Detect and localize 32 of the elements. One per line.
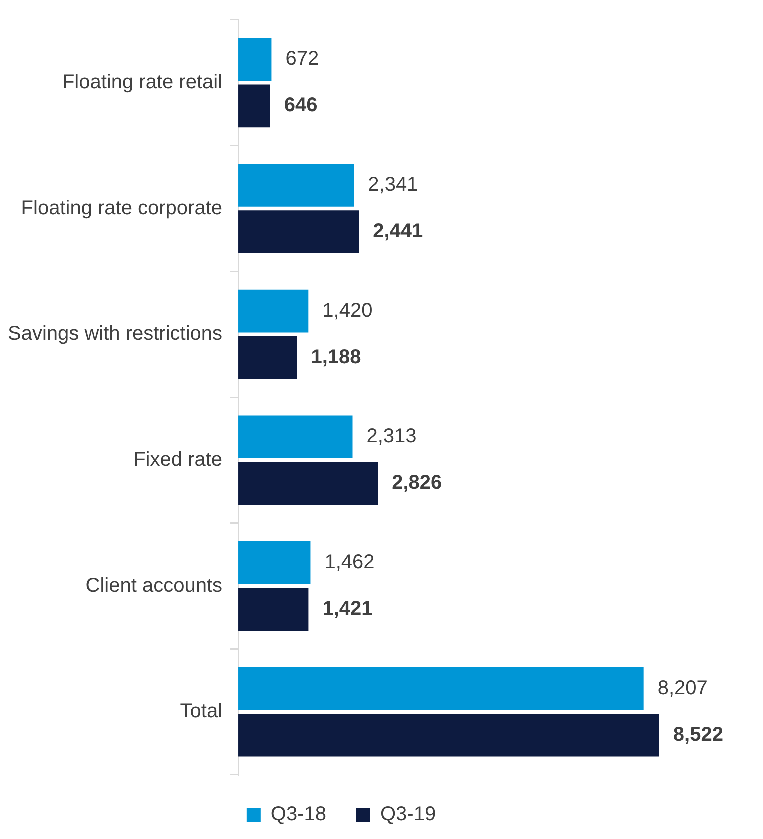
- bar: [238, 38, 272, 82]
- data-label: 8,522: [673, 724, 724, 746]
- y-tick-label: Floating rate retail: [62, 71, 223, 94]
- data-label: 2,341: [368, 174, 418, 196]
- legend-label: Q3-19: [380, 804, 436, 826]
- bar: [238, 290, 309, 333]
- data-label: 2,441: [373, 220, 424, 243]
- bar: [238, 416, 353, 459]
- legend-label: Q3-18: [270, 804, 327, 826]
- bar: [238, 336, 298, 380]
- bar: [238, 542, 311, 584]
- data-label: 1,462: [324, 551, 375, 574]
- data-label: 2,826: [392, 472, 442, 494]
- data-label: 646: [284, 94, 318, 117]
- bar: [238, 667, 644, 710]
- bar: [238, 462, 378, 506]
- data-label: 1,421: [322, 598, 373, 620]
- y-tick-label: Client accounts: [86, 574, 223, 597]
- data-label: 1,420: [322, 300, 373, 322]
- y-tick-label: Floating rate corporate: [21, 197, 223, 220]
- data-label: 672: [286, 48, 320, 70]
- bar: [238, 84, 270, 128]
- data-label: 8,207: [658, 677, 708, 700]
- bar: [238, 164, 354, 207]
- data-label: 1,188: [311, 346, 362, 368]
- data-label: 2,313: [366, 426, 417, 448]
- y-tick-label: Fixed rate: [134, 448, 223, 471]
- bar: [238, 588, 309, 631]
- y-tick-label: Savings with restrictions: [8, 323, 223, 346]
- y-tick-label: Total: [180, 700, 223, 723]
- bar: [238, 714, 660, 757]
- bar: [238, 210, 360, 254]
